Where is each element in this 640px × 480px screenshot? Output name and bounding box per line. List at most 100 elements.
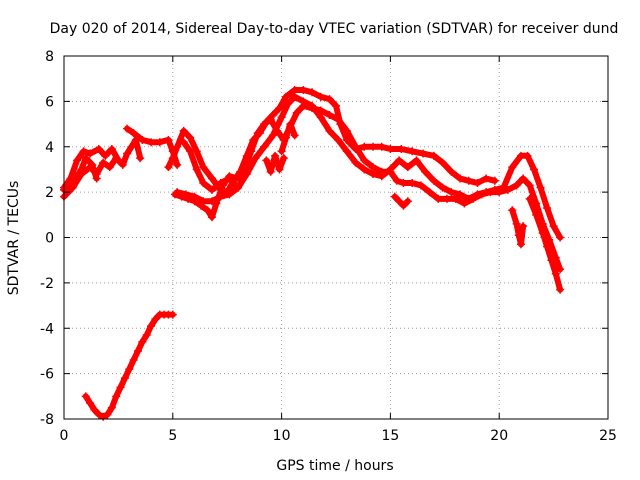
x-axis-label: GPS time / hours	[276, 458, 393, 474]
data-point	[207, 185, 216, 194]
data-point	[532, 210, 541, 219]
data-point	[186, 133, 195, 142]
y-tick-label: 0	[45, 231, 54, 247]
data-point	[460, 199, 469, 208]
data-point	[251, 154, 260, 163]
data-point	[447, 167, 456, 176]
data-series	[60, 86, 565, 421]
data-point	[351, 158, 360, 167]
data-point	[155, 138, 164, 147]
data-point	[403, 197, 412, 206]
data-point	[412, 156, 421, 165]
data-point	[377, 172, 386, 181]
data-point	[138, 337, 147, 346]
data-point	[286, 120, 295, 129]
data-point	[332, 101, 340, 110]
data-point	[519, 222, 528, 231]
data-point	[447, 188, 456, 197]
data-point	[408, 147, 417, 156]
data-point	[390, 192, 399, 201]
series-track-h	[173, 183, 243, 206]
data-point	[530, 165, 539, 174]
data-point	[334, 135, 343, 144]
data-point	[271, 151, 280, 160]
data-point	[308, 101, 317, 110]
data-point	[164, 135, 173, 144]
data-point	[216, 192, 225, 201]
data-point	[112, 392, 121, 401]
data-point	[419, 149, 428, 158]
data-point	[360, 165, 369, 174]
data-point	[279, 154, 288, 163]
y-tick-label: 4	[45, 140, 54, 156]
data-point	[125, 365, 134, 374]
data-point	[77, 165, 86, 174]
data-point	[512, 219, 521, 228]
data-point	[216, 179, 225, 188]
data-point	[281, 92, 290, 101]
data-point	[425, 188, 434, 197]
data-point	[429, 151, 438, 160]
data-point	[173, 160, 182, 169]
data-point	[429, 176, 438, 185]
data-point	[275, 165, 284, 174]
data-point	[392, 176, 401, 185]
data-point	[308, 88, 317, 97]
data-point	[438, 183, 447, 192]
data-point	[199, 163, 208, 172]
data-point	[242, 169, 251, 178]
data-point	[508, 163, 517, 172]
data-point	[284, 99, 293, 108]
data-point	[127, 142, 136, 151]
data-point	[438, 158, 447, 167]
data-point	[120, 374, 129, 383]
data-point	[290, 86, 299, 95]
series-track-d	[123, 124, 182, 169]
data-point	[519, 174, 528, 183]
data-point	[86, 149, 95, 158]
data-point	[138, 135, 147, 144]
x-tick-label: 25	[599, 428, 617, 444]
data-point	[179, 138, 188, 147]
series-track-m	[525, 194, 565, 294]
data-point	[464, 176, 473, 185]
data-point	[473, 190, 482, 199]
data-point	[434, 194, 443, 203]
data-point	[395, 156, 404, 165]
y-axis-label: SDTVAR / TECUs	[6, 181, 22, 296]
data-point	[525, 194, 534, 203]
data-point	[556, 285, 565, 294]
data-point	[525, 181, 534, 190]
data-point	[342, 147, 351, 156]
data-point	[168, 154, 177, 163]
series-track-j	[277, 120, 299, 156]
data-point	[456, 190, 465, 199]
data-point	[316, 92, 325, 101]
data-point	[186, 147, 195, 156]
data-point	[99, 158, 108, 167]
series-track-l	[508, 206, 528, 249]
data-point	[94, 145, 103, 154]
data-point	[105, 163, 114, 172]
data-point	[68, 179, 77, 188]
series-trace	[278, 121, 298, 155]
data-point	[281, 133, 290, 142]
data-point	[516, 240, 525, 249]
data-point	[473, 179, 482, 188]
series-trace	[509, 207, 527, 248]
data-point	[386, 145, 395, 154]
data-point	[253, 129, 262, 138]
data-point	[81, 392, 90, 401]
data-point	[368, 169, 377, 178]
data-point	[112, 154, 121, 163]
data-point	[514, 231, 523, 240]
data-point	[268, 131, 277, 140]
series-trace	[391, 193, 411, 209]
data-point	[260, 142, 269, 151]
data-point	[299, 97, 308, 106]
data-point	[86, 399, 95, 408]
data-point	[325, 126, 334, 135]
data-point	[549, 222, 558, 231]
y-tick-label: 8	[45, 49, 54, 65]
data-point	[101, 151, 110, 160]
